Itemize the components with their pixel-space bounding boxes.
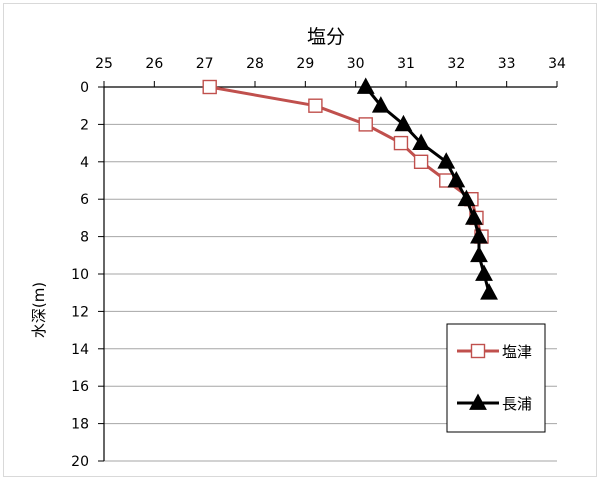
y-tick-label-0: 0 — [80, 80, 89, 96]
legend-marker-塩津 — [470, 343, 486, 359]
data-point-長浦-9 — [470, 245, 488, 263]
legend-box — [446, 323, 546, 433]
data-point-長浦-4 — [437, 152, 456, 169]
y-tick-labels: 0 2 4 6 8 10 12 14 16 18 20 — [71, 80, 89, 470]
data-point-長浦-6 — [457, 189, 476, 207]
data-point-塩津-0 — [202, 79, 217, 95]
y-tick-label-12: 12 — [71, 304, 89, 320]
data-point-塩津-4 — [413, 154, 429, 170]
data-point-長浦-7 — [465, 208, 483, 225]
data-point-長浦-8 — [470, 227, 488, 244]
y-tick-label-18: 18 — [71, 417, 89, 433]
y-tick-label-16: 16 — [71, 379, 89, 395]
y-tick-label-10: 10 — [71, 267, 89, 283]
x-tick-label-28: 28 — [246, 56, 264, 72]
data-point-塩津-2 — [358, 117, 373, 132]
data-point-長浦-0 — [356, 77, 375, 94]
legend-label-塩津: 塩津 — [502, 343, 532, 361]
data-point-長浦-10 — [475, 264, 493, 281]
x-tick-label-34: 34 — [548, 56, 566, 72]
y-tick-label-6: 6 — [80, 192, 89, 208]
x-tick-label-27: 27 — [196, 56, 214, 72]
data-point-長浦-3 — [412, 133, 431, 150]
series-layer — [202, 77, 498, 300]
data-point-長浦-1 — [371, 96, 390, 113]
y-tick-label-14: 14 — [71, 342, 89, 358]
y-tick-label-20: 20 — [71, 454, 89, 470]
legend-label-長浦: 長浦 — [502, 395, 532, 413]
legend-marker-長浦 — [469, 393, 487, 410]
x-tick-label-26: 26 — [145, 56, 163, 72]
x-tick-label-33: 33 — [498, 56, 516, 72]
data-point-長浦-11 — [480, 283, 498, 300]
y-tick-label-4: 4 — [80, 155, 89, 171]
y-tick-label-8: 8 — [80, 230, 89, 246]
axes — [98, 81, 558, 462]
x-tick-labels: 25 26 27 28 29 30 31 32 33 34 — [95, 56, 566, 72]
chart-title: 塩分 — [307, 26, 345, 48]
x-tick-label-31: 31 — [397, 56, 415, 72]
data-point-長浦-2 — [394, 114, 413, 132]
x-tick-label-30: 30 — [347, 56, 365, 72]
data-point-塩津-1 — [308, 98, 323, 113]
y-axis-label: 水深(m) — [30, 282, 48, 338]
series-長浦 — [356, 77, 498, 300]
x-tick-label-29: 29 — [296, 56, 314, 72]
x-tick-label-25: 25 — [95, 56, 113, 72]
data-point-塩津-3 — [393, 135, 409, 151]
data-point-長浦-5 — [447, 170, 466, 188]
x-tick-label-32: 32 — [447, 56, 465, 72]
y-tick-label-2: 2 — [80, 117, 89, 133]
